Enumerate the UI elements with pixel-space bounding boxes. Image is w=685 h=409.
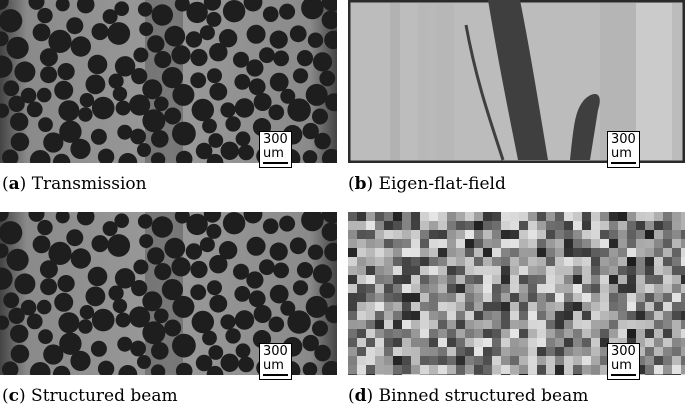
scale-bar-line	[611, 162, 636, 164]
scale-bar-c: 300 um	[259, 343, 292, 380]
caption-letter: b	[354, 174, 367, 194]
eigen-flat-field-image	[348, 0, 685, 163]
caption-a: (a) Transmission	[2, 174, 147, 194]
transmission-image	[0, 0, 337, 163]
scale-bar-d: 300 um	[607, 343, 640, 380]
particle-texture	[0, 0, 337, 163]
scale-bar-line	[263, 162, 288, 164]
scale-bar-label: 300 um	[263, 132, 288, 161]
scale-bar-a: 300 um	[259, 131, 292, 168]
binned-texture	[348, 212, 685, 375]
caption-title: Transmission	[31, 174, 147, 194]
scale-bar-label: 300 um	[611, 132, 636, 161]
particle-texture	[0, 212, 337, 375]
caption-c: (c) Structured beam	[2, 386, 178, 406]
scale-bar-line	[611, 374, 636, 376]
caption-letter: c	[8, 386, 19, 406]
scale-bar-label: 300 um	[611, 344, 636, 373]
scale-bar-label: 300 um	[263, 344, 288, 373]
caption-letter: a	[8, 174, 20, 194]
caption-letter: d	[354, 386, 367, 406]
caption-title: Structured beam	[31, 386, 178, 406]
flat-field-texture	[348, 0, 685, 163]
caption-b: (b) Eigen-flat-field	[348, 174, 506, 194]
scale-bar-line	[263, 374, 288, 376]
caption-d: (d) Binned structured beam	[348, 386, 589, 406]
structured-beam-image	[0, 212, 337, 375]
caption-title: Binned structured beam	[378, 386, 589, 406]
scale-bar-b: 300 um	[607, 131, 640, 168]
binned-structured-beam-image	[348, 212, 685, 375]
caption-title: Eigen-flat-field	[378, 174, 506, 194]
